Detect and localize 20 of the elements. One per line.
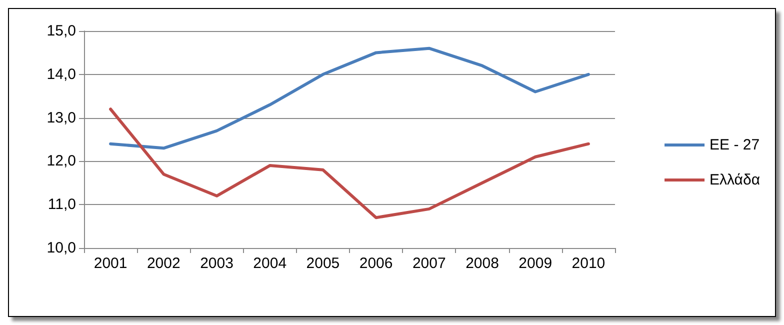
y-tick-label: 14,0 <box>46 66 76 83</box>
x-tick-label: 2008 <box>466 255 499 272</box>
x-tick-label: 2003 <box>200 255 234 272</box>
line-series <box>109 46 590 150</box>
x-tick-label: 2004 <box>253 255 287 272</box>
y-tick-label: 13,0 <box>46 109 76 126</box>
legend-label: ΕΕ - 27 <box>710 136 760 154</box>
x-tick-label: 2010 <box>572 255 606 272</box>
y-tick-label: 11,0 <box>48 196 76 214</box>
y-tick-label: 10,0 <box>46 240 76 256</box>
x-tick-label: 2002 <box>146 255 180 272</box>
x-tick-label: 2009 <box>518 255 552 272</box>
x-tick-label: 2001 <box>94 255 128 272</box>
x-tick-label: 2005 <box>306 255 340 272</box>
line-series <box>109 108 590 220</box>
x-tick-label: 2007 <box>412 255 446 272</box>
legend-label: Ελλάδα <box>710 172 760 188</box>
y-tick-label: 12,0 <box>46 152 76 170</box>
y-tick-label: 15,0 <box>46 22 76 40</box>
x-tick-label: 2006 <box>359 255 393 272</box>
